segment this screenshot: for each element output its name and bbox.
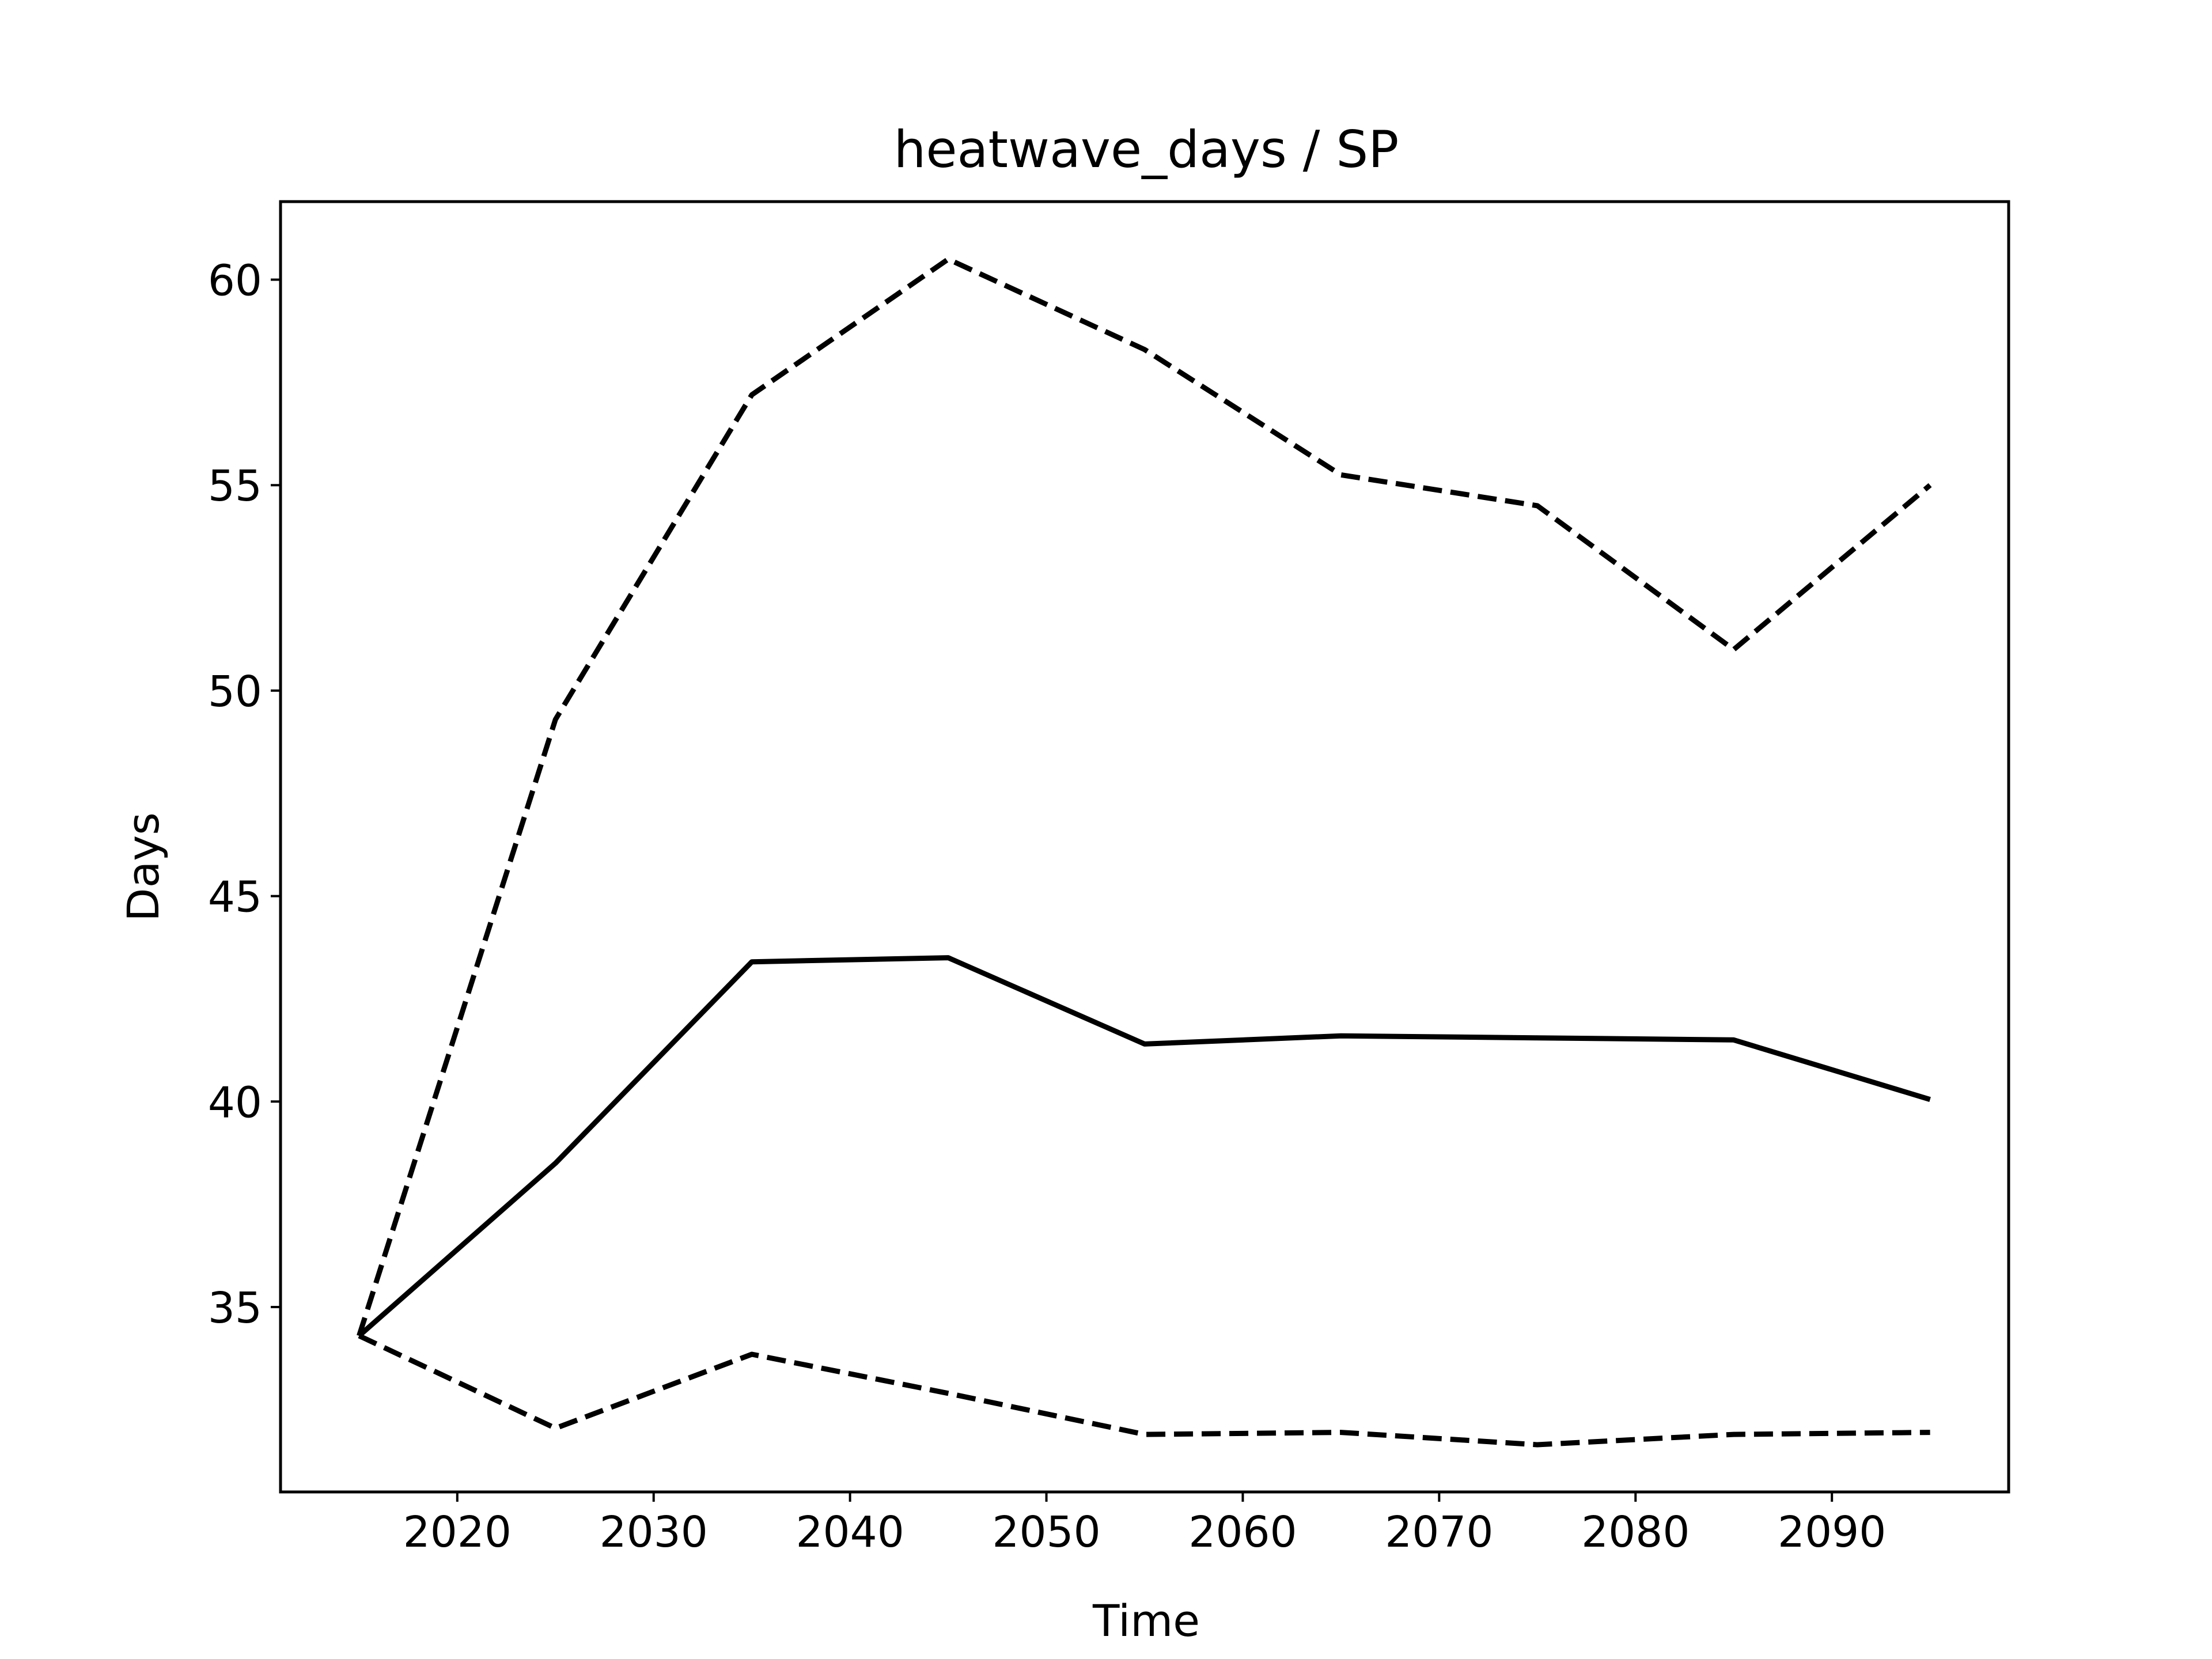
- chart-title: heatwave_days / SP: [894, 120, 1399, 179]
- y-tick-label: 55: [208, 461, 262, 511]
- series-line-3: [358, 1333, 1930, 1448]
- y-tick-label: 50: [208, 667, 262, 717]
- series-line-2: [357, 256, 1932, 1337]
- series-layer: [357, 256, 1932, 1448]
- x-tick-label: 2040: [796, 1508, 904, 1557]
- series-line-1: [357, 955, 1931, 1338]
- x-tick-label: 2090: [1778, 1508, 1886, 1557]
- x-tick-label: 2070: [1385, 1508, 1493, 1557]
- x-tick-label: 2060: [1188, 1508, 1297, 1557]
- x-axis-label: Time: [1092, 1595, 1200, 1646]
- y-tick-label: 45: [208, 873, 262, 922]
- x-axis-ticks: 2020 2030 2040 2050 2060 2070 2080 2090: [403, 1492, 1886, 1557]
- y-tick-label: 60: [208, 256, 262, 306]
- y-tick-label: 40: [208, 1078, 262, 1127]
- y-axis-ticks: 35 40 45 50 55 60: [208, 256, 281, 1333]
- x-tick-label: 2020: [403, 1508, 512, 1557]
- x-tick-label: 2080: [1581, 1508, 1690, 1557]
- y-axis-label: Days: [118, 812, 169, 922]
- y-tick-label: 35: [208, 1283, 262, 1333]
- x-tick-label: 2030: [600, 1508, 708, 1557]
- plot-frame: [279, 200, 2010, 1494]
- x-tick-label: 2050: [992, 1508, 1100, 1557]
